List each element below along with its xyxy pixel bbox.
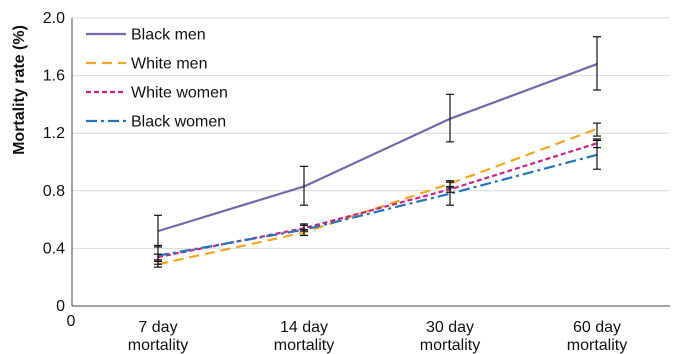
y-tick-label: 0.8 <box>43 183 65 200</box>
legend-item: Black women <box>86 114 226 131</box>
error-bar <box>593 139 601 170</box>
error-bar <box>593 122 601 137</box>
x-tick-label: 60 day mortality <box>567 319 627 354</box>
error-bar <box>446 181 454 206</box>
y-tick-labels: 0 0.4 0.8 1.2 1.6 2.0 <box>43 10 65 315</box>
series-line-black-women <box>157 153 598 257</box>
error-bar <box>154 244 162 265</box>
y-axis-title: Mortality rate (%) <box>11 25 28 155</box>
legend-label: Black women <box>131 114 226 131</box>
legend-item: Black men <box>86 27 206 44</box>
y-tick-label: 0.4 <box>43 240 65 257</box>
series-line-white-women <box>157 142 598 259</box>
legend-label: White women <box>131 85 228 102</box>
x-tick-labels: 7 day mortality 14 day mortality 30 day morta… <box>128 319 627 354</box>
x-tick-label: 7 day mortality <box>128 319 188 354</box>
legend: Black men White men White women Black women <box>86 27 228 131</box>
x-tick-label: 14 day mortality <box>274 319 334 354</box>
error-bar <box>446 93 454 143</box>
y-tick-label: 2.0 <box>43 10 65 27</box>
y-tick-label: 1.6 <box>43 68 65 85</box>
error-bar <box>300 223 308 237</box>
y-tick-label: 1.2 <box>43 125 65 142</box>
legend-label: White men <box>131 56 207 73</box>
y-tick-label: 0 <box>56 298 65 315</box>
x-tick-label: 30 day mortality <box>420 319 480 354</box>
legend-item: White men <box>86 56 207 73</box>
error-bar <box>300 165 308 206</box>
series-lines <box>157 63 598 266</box>
error-bar <box>593 36 601 91</box>
gridlines <box>72 17 670 249</box>
error-bars <box>154 36 601 268</box>
legend-label: Black men <box>131 27 206 44</box>
axes <box>71 18 670 307</box>
x-origin-label: 0 <box>67 313 76 330</box>
series-line-black-men <box>157 63 598 233</box>
legend-item: White women <box>86 85 228 102</box>
